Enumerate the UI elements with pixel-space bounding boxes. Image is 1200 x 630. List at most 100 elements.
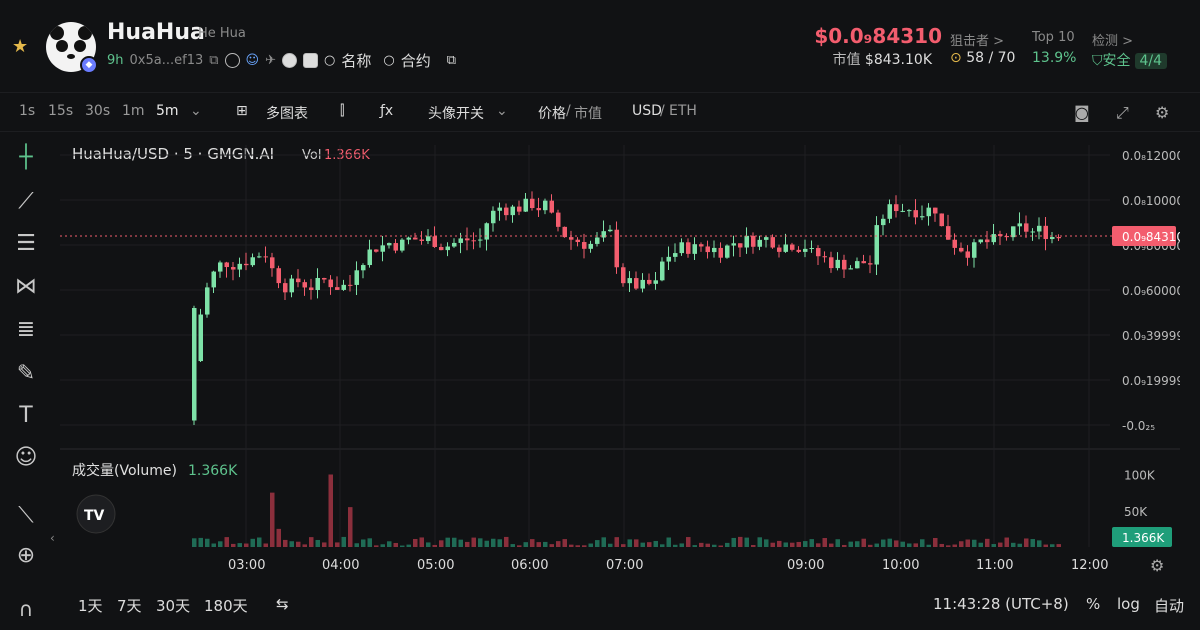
interval-5m[interactable]: 5m xyxy=(156,103,179,119)
volume-bar xyxy=(783,542,788,547)
trendline-icon[interactable]: ⟋ xyxy=(18,189,34,214)
volume-tag-box xyxy=(1112,527,1172,547)
target-icon: ⊙ xyxy=(950,50,962,66)
horizontal-lines-icon[interactable]: ☰ xyxy=(16,231,36,256)
zoom-in-icon[interactable]: ⊕ xyxy=(16,543,36,568)
share-icon[interactable]: ⧉ xyxy=(446,53,457,68)
candle-body xyxy=(1043,225,1048,240)
indicators-icon[interactable]: ƒx xyxy=(380,103,394,119)
candle-body xyxy=(757,239,762,247)
volume-bar xyxy=(803,541,808,547)
volume-bar xyxy=(998,542,1003,547)
volume-bar xyxy=(939,543,944,547)
chart-settings-icon[interactable]: ⚙ xyxy=(1150,556,1164,575)
snipers-label[interactable]: 狙击者 > xyxy=(950,34,1005,49)
ruler-icon[interactable]: ⟍ xyxy=(18,503,34,528)
price-toggle[interactable]: 价格 xyxy=(538,106,566,122)
fullscreen-icon[interactable]: ⤢ xyxy=(1116,103,1129,122)
price-tag-box xyxy=(1112,226,1176,246)
candle-body xyxy=(361,265,366,271)
usd-toggle[interactable]: USD xyxy=(632,103,662,119)
collapse-sidebar-icon[interactable]: ‹ xyxy=(50,531,55,545)
log-toggle[interactable]: log xyxy=(1117,595,1140,613)
copy-icon[interactable]: ⧉ xyxy=(209,53,219,68)
volume-bar xyxy=(673,544,678,547)
volume-bar xyxy=(848,541,853,547)
range-1d[interactable]: 1天 xyxy=(78,597,103,615)
favorite-star-icon[interactable]: ★ xyxy=(12,36,29,57)
camera-icon[interactable]: ◙ xyxy=(1074,103,1090,122)
volume-bar xyxy=(972,539,977,547)
multi-chart-button[interactable]: 多图表 xyxy=(266,106,308,122)
candle-body xyxy=(374,249,379,252)
range-30d[interactable]: 30天 xyxy=(156,597,191,615)
volume-bar xyxy=(465,541,470,547)
user-icon[interactable]: ☺ xyxy=(245,53,260,68)
candle-body xyxy=(302,282,307,288)
text-tool-icon[interactable]: T xyxy=(19,403,33,428)
candle-body xyxy=(465,238,470,241)
magnet-icon[interactable]: ∩ xyxy=(18,597,34,621)
auto-toggle[interactable]: 自动 xyxy=(1154,597,1185,615)
mcap-toggle[interactable]: 市值 xyxy=(574,106,602,122)
percent-toggle[interactable]: % xyxy=(1086,595,1101,613)
interval-1s[interactable]: 1s xyxy=(19,103,36,119)
crosshair-icon[interactable]: ┼ xyxy=(19,145,33,170)
volume-bar xyxy=(471,537,476,547)
candle-body xyxy=(679,242,684,254)
interval-chevron-down-icon[interactable]: ⌄ xyxy=(190,103,202,119)
candle-body xyxy=(796,249,801,252)
volume-bar xyxy=(341,536,346,547)
candle-body xyxy=(783,244,788,252)
pattern-icon[interactable]: ⋈ xyxy=(15,274,37,299)
settings-gear-icon[interactable]: ⚙ xyxy=(1155,103,1170,122)
telegram-icon[interactable]: ✈ xyxy=(265,53,276,68)
chart-link-icon[interactable] xyxy=(282,53,297,68)
search-name-icon[interactable]: ○ xyxy=(324,53,336,68)
volume-bar xyxy=(653,540,658,547)
candle-body xyxy=(549,200,554,213)
check-label[interactable]: 检测 > xyxy=(1092,34,1134,49)
volume-bar xyxy=(627,539,632,547)
interval-30s[interactable]: 30s xyxy=(85,103,111,119)
candle-body xyxy=(569,237,574,240)
volume-bar xyxy=(1043,544,1048,547)
emoji-icon[interactable]: ☺ xyxy=(14,445,38,470)
range-180d[interactable]: 180天 xyxy=(204,597,248,615)
currency-sep: / xyxy=(660,103,665,119)
search-contract-link[interactable]: 合约 xyxy=(400,52,431,70)
candle-body xyxy=(725,245,730,258)
fib-icon[interactable]: ≣ xyxy=(16,317,36,342)
candle-body xyxy=(517,206,522,212)
volume-bar xyxy=(842,544,847,547)
clock-time[interactable]: 11:43:28 (UTC+8) xyxy=(933,595,1069,613)
candle-body xyxy=(484,223,489,240)
date-range-icon[interactable]: ⇆ xyxy=(276,595,289,613)
search-name-link[interactable]: 名称 xyxy=(341,52,372,70)
range-7d[interactable]: 7天 xyxy=(117,597,142,615)
eth-toggle[interactable]: ETH xyxy=(669,103,697,119)
brush-icon[interactable]: ✎ xyxy=(16,361,36,386)
candle-body xyxy=(842,259,847,270)
candle-body xyxy=(588,243,593,249)
volume-bar xyxy=(946,545,951,547)
candle-type-icon[interactable]: ⫿ xyxy=(340,103,345,119)
website-icon[interactable] xyxy=(224,53,240,68)
avatar-chevron-down-icon[interactable]: ⌄ xyxy=(496,103,508,119)
volume-bar xyxy=(257,537,262,547)
volume-bar xyxy=(640,542,645,547)
candle-body xyxy=(855,261,860,269)
search-contract-icon[interactable]: ○ xyxy=(383,53,395,68)
token-avatar xyxy=(46,22,96,72)
interval-1m[interactable]: 1m xyxy=(122,103,145,119)
volume-bar xyxy=(699,542,704,547)
volume-bar xyxy=(705,543,710,547)
scanner-icon[interactable] xyxy=(303,53,318,68)
price-chart[interactable]: HuaHua/USD · 5 · GMGN.AI Vol 1.366K 成交量(… xyxy=(60,135,1180,585)
volume-bar xyxy=(530,539,535,547)
interval-15s[interactable]: 15s xyxy=(48,103,74,119)
avatar-toggle-button[interactable]: 头像开关 xyxy=(428,106,484,122)
add-chart-icon[interactable]: ⊞ xyxy=(236,103,248,119)
volume-bar xyxy=(452,537,457,547)
candle-body xyxy=(829,257,834,269)
